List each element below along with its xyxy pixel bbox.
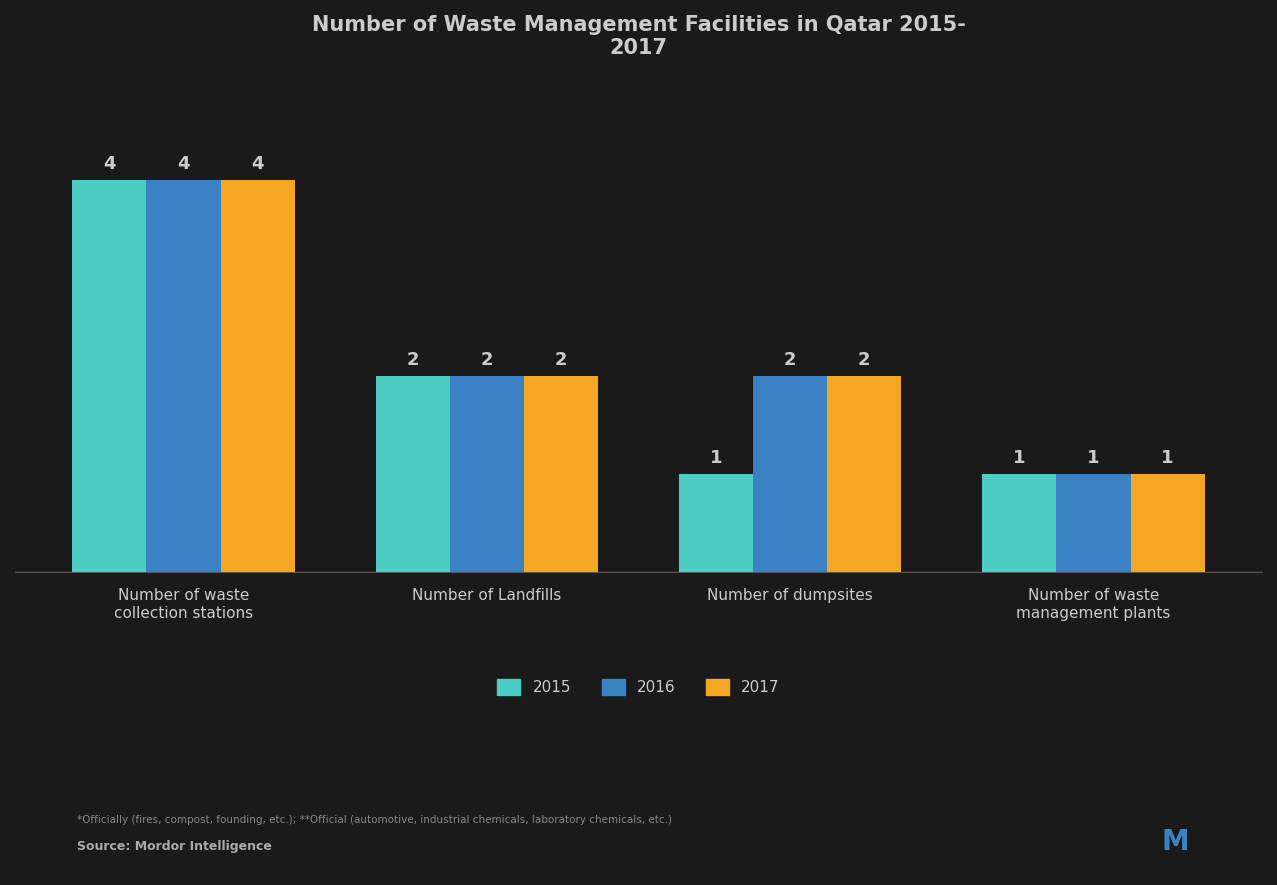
Text: M: M	[1161, 827, 1189, 856]
Text: 2: 2	[784, 351, 797, 369]
Text: 2: 2	[480, 351, 493, 369]
Bar	[982, 473, 1056, 572]
Bar	[827, 376, 902, 572]
Bar	[147, 180, 221, 572]
Bar	[753, 376, 827, 572]
Bar	[524, 376, 598, 572]
Text: 1: 1	[1087, 449, 1099, 467]
Text: 2: 2	[554, 351, 567, 369]
Text: 1: 1	[1161, 449, 1174, 467]
Text: *Officially (fires, compost, founding, etc.); **Official (automotive, industrial: *Officially (fires, compost, founding, e…	[77, 815, 672, 825]
Bar	[1056, 473, 1130, 572]
Text: Source: Mordor Intelligence: Source: Mordor Intelligence	[77, 840, 272, 852]
Bar	[679, 473, 753, 572]
Text: 1: 1	[710, 449, 723, 467]
Text: 2: 2	[858, 351, 871, 369]
Text: 2: 2	[406, 351, 419, 369]
Bar	[450, 376, 524, 572]
Title: Number of Waste Management Facilities in Qatar 2015-
2017: Number of Waste Management Facilities in…	[312, 15, 965, 58]
Text: 1: 1	[1013, 449, 1025, 467]
Bar	[1130, 473, 1204, 572]
Bar	[375, 376, 450, 572]
Text: 4: 4	[178, 155, 190, 173]
Legend: 2015, 2016, 2017: 2015, 2016, 2017	[492, 673, 785, 701]
Bar	[73, 180, 147, 572]
Text: 4: 4	[103, 155, 116, 173]
Bar	[221, 180, 295, 572]
Text: 4: 4	[252, 155, 264, 173]
